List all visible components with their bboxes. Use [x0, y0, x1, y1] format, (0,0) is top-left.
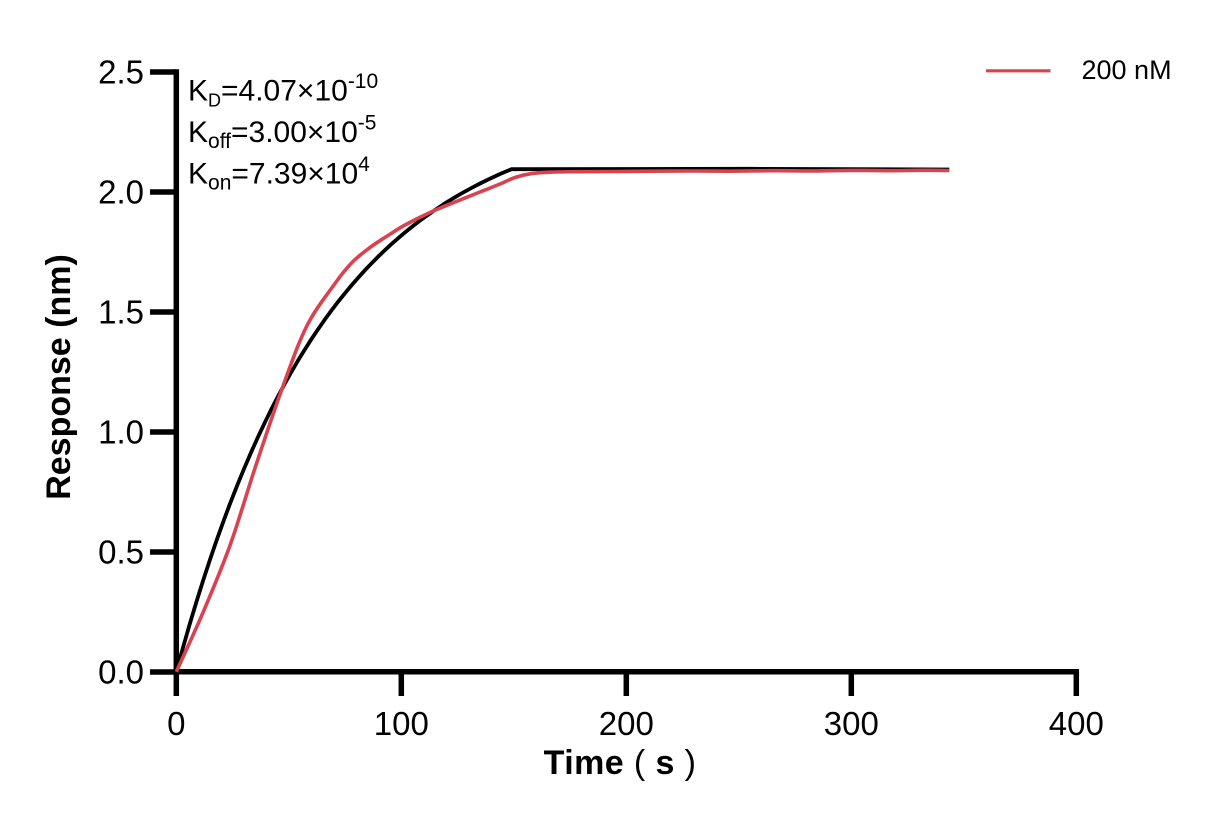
svg-text:2.0: 2.0 [98, 173, 144, 210]
svg-text:1.0: 1.0 [98, 413, 144, 450]
svg-text:Time ( s ): Time ( s ) [544, 744, 697, 782]
svg-text:Kon=7.39×104: Kon=7.39×104 [188, 153, 370, 195]
svg-text:100: 100 [374, 705, 429, 742]
svg-text:0.0: 0.0 [98, 653, 144, 690]
svg-text:0: 0 [167, 705, 185, 742]
svg-text:0.5: 0.5 [98, 533, 144, 570]
svg-text:200 nM: 200 nM [1082, 55, 1172, 85]
svg-text:200: 200 [599, 705, 654, 742]
svg-text:Response (nm): Response (nm) [40, 254, 78, 500]
svg-text:Koff=3.00×10-5: Koff=3.00×10-5 [188, 112, 376, 154]
svg-text:1.5: 1.5 [98, 293, 144, 330]
svg-text:300: 300 [824, 705, 879, 742]
svg-text:400: 400 [1049, 705, 1104, 742]
svg-text:2.5: 2.5 [98, 53, 144, 90]
